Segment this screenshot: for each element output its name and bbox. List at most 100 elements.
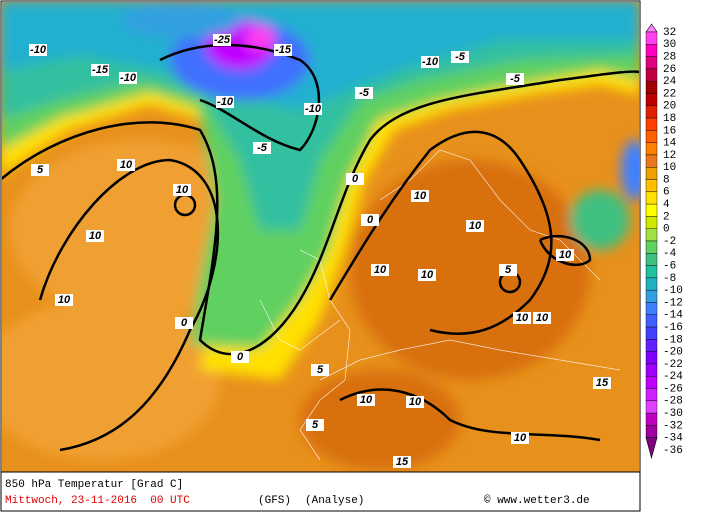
- legend-swatch: [645, 167, 658, 180]
- contour-label-box: [29, 44, 47, 56]
- contour-label-box: [513, 312, 531, 324]
- legend-swatch: [645, 363, 658, 377]
- legend-label: 12: [663, 150, 676, 162]
- contour-label-box: [175, 317, 193, 329]
- legend-swatch: [645, 412, 658, 426]
- contour-label: 10: [536, 312, 549, 324]
- contour-label: 10: [360, 394, 373, 406]
- contour-labels: 10 10 10 10 0 0 -5 -10 -10 -15 -25 -10 -15 -10 -5 -5 0 0 1…: [29, 34, 611, 468]
- legend-swatch: [645, 240, 658, 254]
- isotherms: [2, 43, 639, 452]
- contour-label: 10: [374, 264, 387, 276]
- legend-swatch: [645, 400, 658, 414]
- contour-label: -5: [257, 142, 268, 154]
- legend-swatch: [645, 265, 658, 279]
- legend-swatch: [645, 130, 658, 143]
- legend-label: -2: [663, 236, 676, 248]
- contour-label: 10: [514, 432, 527, 444]
- contour-label-box: [253, 142, 271, 154]
- legend-label: -20: [663, 347, 683, 359]
- legend-swatch: [645, 44, 658, 57]
- contour-label-box: [304, 103, 322, 115]
- legend-swatch: [645, 105, 658, 119]
- contour-label-box: [216, 96, 234, 108]
- legend-label: 24: [663, 76, 677, 88]
- run-type: (Analyse): [305, 495, 364, 507]
- legend-label: 22: [663, 88, 676, 100]
- contour-label-box: [406, 396, 424, 408]
- contour-label-box: [593, 377, 611, 389]
- contour-label-box: [346, 173, 364, 185]
- contour-label-box: [355, 87, 373, 99]
- legend-label: -6: [663, 260, 676, 272]
- legend-label: -18: [663, 334, 683, 346]
- contour-label: -10: [217, 96, 234, 108]
- contour-label-box: [91, 64, 109, 76]
- contour-label: 10: [516, 312, 529, 324]
- contour-label-box: [411, 190, 429, 202]
- legend-label: -14: [663, 310, 683, 322]
- legend-label: -16: [663, 322, 683, 334]
- legend-swatch: [645, 351, 658, 365]
- legend-label: -26: [663, 383, 683, 395]
- legend-swatch: [645, 179, 658, 193]
- legend-label: -34: [663, 433, 683, 445]
- info-panel: [0, 471, 641, 512]
- legend-swatch: [645, 326, 658, 340]
- contour-label-box: [499, 264, 517, 276]
- contour-label: 10: [176, 184, 189, 196]
- contour-label: 10: [414, 190, 427, 202]
- legend-label: -30: [663, 408, 683, 420]
- contour-label: -10: [422, 56, 439, 68]
- contour-label-box: [86, 230, 104, 242]
- legend-label: 6: [663, 187, 670, 199]
- contour-label-box: [533, 312, 551, 324]
- contour-label-box: [231, 351, 249, 363]
- color-legend: 32302826242220181614121086420-2-4-6-8-10…: [645, 23, 683, 460]
- legend-swatch: [645, 302, 658, 315]
- contour-label-box: [213, 34, 231, 46]
- legend-label: -28: [663, 396, 683, 408]
- map-title: 850 hPa Temperatur [Grad C]: [5, 479, 183, 491]
- contour-label: 10: [120, 159, 133, 171]
- legend-swatch: [645, 31, 658, 45]
- contour-label-box: [361, 214, 379, 226]
- contour-label: 0: [367, 214, 374, 226]
- legend-label: 26: [663, 64, 676, 76]
- contour-label: 5: [37, 164, 44, 176]
- legend-label: -36: [663, 445, 683, 457]
- legend-swatch: [645, 437, 658, 460]
- legend-label: -22: [663, 359, 683, 371]
- legend-swatch: [645, 289, 658, 303]
- legend-label: -12: [663, 297, 683, 309]
- contour-label: -10: [30, 44, 47, 56]
- legend-swatch: [645, 253, 658, 266]
- contour-label-box: [306, 419, 324, 431]
- model: (GFS): [258, 495, 291, 507]
- contour-label-box: [55, 294, 73, 306]
- credit: © www.wetter3.de: [484, 495, 590, 507]
- legend-swatch: [645, 277, 658, 291]
- contour-label: 10: [58, 294, 71, 306]
- contour-label-box: [173, 184, 191, 196]
- legend-label: 4: [663, 199, 670, 211]
- contour-label-box: [466, 220, 484, 232]
- contour-label-box: [556, 249, 574, 261]
- legend-label: 0: [663, 224, 670, 236]
- legend-swatch: [645, 203, 658, 217]
- legend-swatch: [645, 68, 658, 82]
- legend-swatch: [645, 425, 658, 438]
- contour-label-box: [357, 394, 375, 406]
- legend-swatch: [645, 142, 658, 156]
- contour-label: 0: [181, 317, 188, 329]
- contour-label-box: [119, 72, 137, 84]
- legend-swatch: [645, 117, 658, 131]
- contour-label: 0: [352, 173, 359, 185]
- legend-label: 28: [663, 51, 676, 63]
- contour-label-box: [418, 269, 436, 281]
- contour-label: -10: [120, 72, 137, 84]
- legend-label: 16: [663, 125, 676, 137]
- contour-label: 10: [409, 396, 422, 408]
